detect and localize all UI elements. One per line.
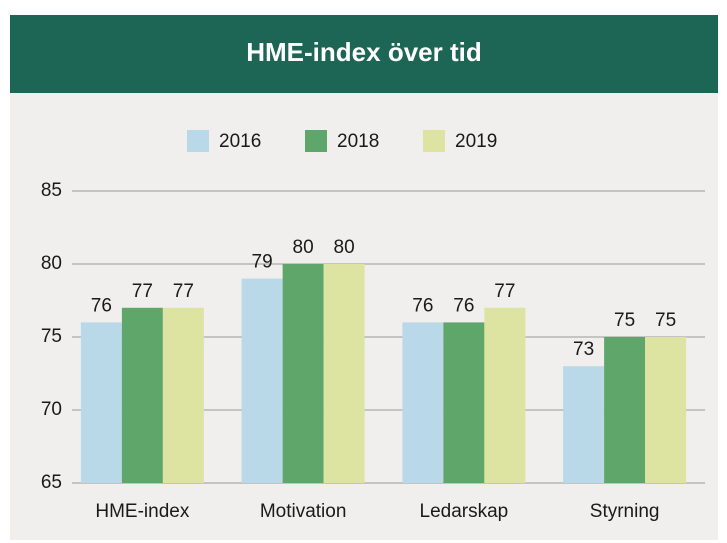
- x-tick-label: Styrning: [590, 501, 660, 522]
- value-label: 80: [334, 237, 355, 258]
- legend-swatch: [187, 130, 209, 152]
- value-label: 77: [132, 281, 153, 302]
- legend-label: 2019: [455, 131, 497, 152]
- x-tick-label: Ledarskap: [420, 501, 509, 522]
- value-label: 80: [293, 237, 314, 258]
- chart-title: HME-index över tid: [246, 37, 481, 67]
- y-tick-label: 70: [41, 399, 62, 420]
- y-tick-label: 65: [41, 472, 62, 493]
- title-banner: [10, 15, 718, 93]
- legend-label: 2016: [219, 131, 261, 152]
- value-label: 77: [494, 281, 515, 302]
- bar: [484, 307, 526, 483]
- bar: [162, 307, 204, 483]
- y-tick-label: 80: [41, 253, 62, 274]
- legend-swatch: [305, 130, 327, 152]
- value-label: 75: [655, 310, 676, 331]
- bar: [241, 278, 283, 483]
- y-tick-label: 75: [41, 326, 62, 347]
- value-label: 76: [412, 295, 433, 316]
- bar: [443, 322, 485, 483]
- y-tick-label: 85: [41, 180, 62, 201]
- value-label: 73: [573, 339, 594, 360]
- legend-label: 2018: [337, 131, 379, 152]
- value-label: 79: [252, 252, 273, 273]
- value-label: 76: [453, 295, 474, 316]
- bar: [604, 337, 646, 483]
- bar: [563, 366, 605, 483]
- value-label: 77: [173, 281, 194, 302]
- x-tick-label: HME-index: [95, 501, 189, 522]
- bar: [80, 322, 122, 483]
- value-label: 76: [91, 295, 112, 316]
- bar: [282, 264, 324, 483]
- bar: [645, 337, 687, 483]
- value-label: 75: [614, 310, 635, 331]
- bar: [323, 264, 365, 483]
- x-tick-label: Motivation: [260, 501, 347, 522]
- bar: [402, 322, 444, 483]
- legend-swatch: [423, 130, 445, 152]
- bar: [121, 307, 163, 483]
